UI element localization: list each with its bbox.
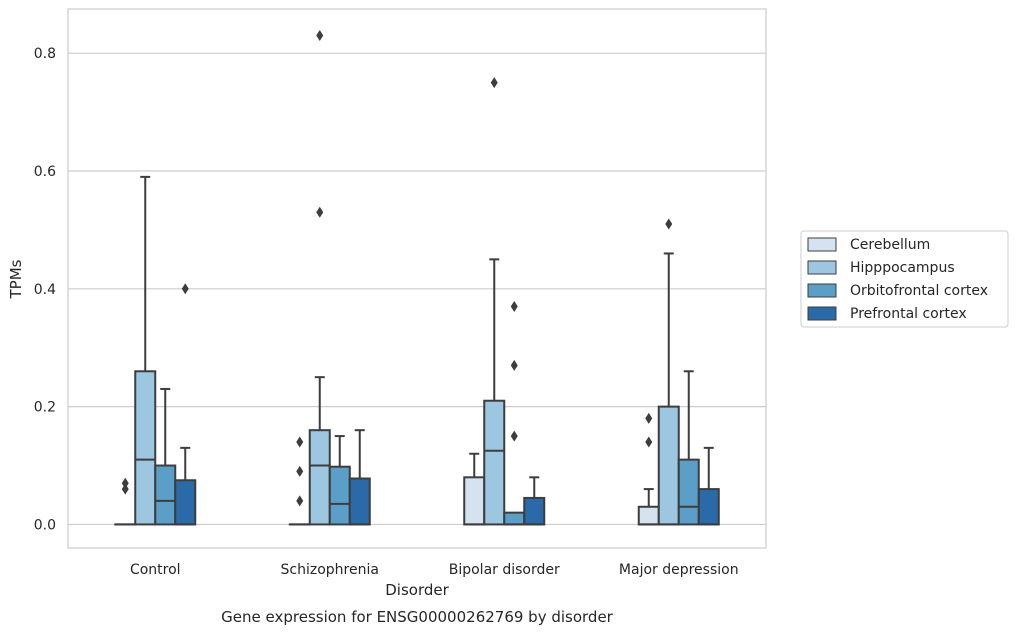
outlier-point — [121, 483, 129, 495]
box-body — [348, 477, 371, 526]
outlier-point — [510, 359, 518, 371]
box-body — [308, 429, 331, 526]
outlier-point — [645, 436, 653, 448]
chart-caption: Gene expression for ENSG00000262769 by d… — [221, 608, 614, 626]
box-body — [657, 405, 680, 526]
y-axis-title: TPMs — [7, 259, 25, 299]
legend-swatch — [807, 283, 837, 298]
outlier-point — [665, 218, 673, 230]
box-body — [637, 505, 660, 526]
outlier-point — [316, 30, 324, 42]
x-tick-label: Schizophrenia — [281, 562, 379, 578]
box-body — [677, 458, 700, 526]
y-axis-ticks: 0.0 0.2 0.4 0.6 0.8 — [34, 46, 56, 533]
box-group — [697, 446, 720, 526]
outlier-point — [510, 430, 518, 442]
box-body — [523, 496, 546, 526]
outlier-point — [645, 412, 653, 424]
box-group — [288, 436, 311, 526]
box-group — [348, 429, 371, 526]
outlier-point — [296, 436, 304, 448]
outlier-point — [121, 477, 129, 489]
x-tick-label: Major depression — [619, 562, 739, 578]
box-group — [154, 387, 177, 526]
box-group — [503, 300, 526, 526]
y-tick-label: 0.6 — [34, 164, 56, 180]
legend-swatch — [807, 260, 837, 275]
outlier-point — [510, 300, 518, 312]
box-body — [697, 488, 720, 526]
box-body — [134, 370, 157, 526]
y-tick-label: 0.0 — [34, 517, 56, 533]
box-body — [503, 511, 526, 526]
legend-label: Cerebellum — [850, 237, 930, 253]
outlier-point — [181, 283, 189, 295]
legend-label: Prefrontal cortex — [850, 306, 967, 322]
y-tick-label: 0.4 — [34, 282, 56, 298]
outlier-point — [296, 465, 304, 477]
legend-label: Orbitofrontal cortex — [850, 283, 988, 299]
box-body — [174, 479, 197, 526]
x-tick-label: Control — [130, 562, 181, 578]
outlier-point — [316, 206, 324, 218]
box-body — [328, 465, 351, 526]
y-tick-label: 0.8 — [34, 46, 56, 62]
box-group — [174, 283, 197, 526]
box-group — [483, 77, 506, 526]
legend-swatch — [807, 306, 837, 321]
legend-label: Hipppocampus — [850, 260, 955, 276]
box-plots — [114, 30, 720, 526]
box-group — [657, 218, 680, 526]
x-axis-ticks: Control Schizophrenia Bipolar disorder Majo… — [130, 562, 739, 578]
legend: Cerebellum Hipppocampus Orbitofrontal cort… — [800, 230, 1009, 328]
box-body — [463, 476, 486, 526]
outlier-point — [296, 495, 304, 507]
box-body — [154, 464, 177, 526]
x-tick-label: Bipolar disorder — [449, 562, 560, 578]
box-group — [523, 476, 546, 526]
outlier-point — [490, 77, 498, 89]
y-tick-label: 0.2 — [34, 400, 56, 416]
legend-swatch — [807, 237, 837, 252]
box-body — [483, 399, 506, 526]
x-axis-title: Disorder — [385, 581, 449, 599]
box-group — [134, 175, 157, 526]
legend-frame — [800, 230, 1009, 328]
